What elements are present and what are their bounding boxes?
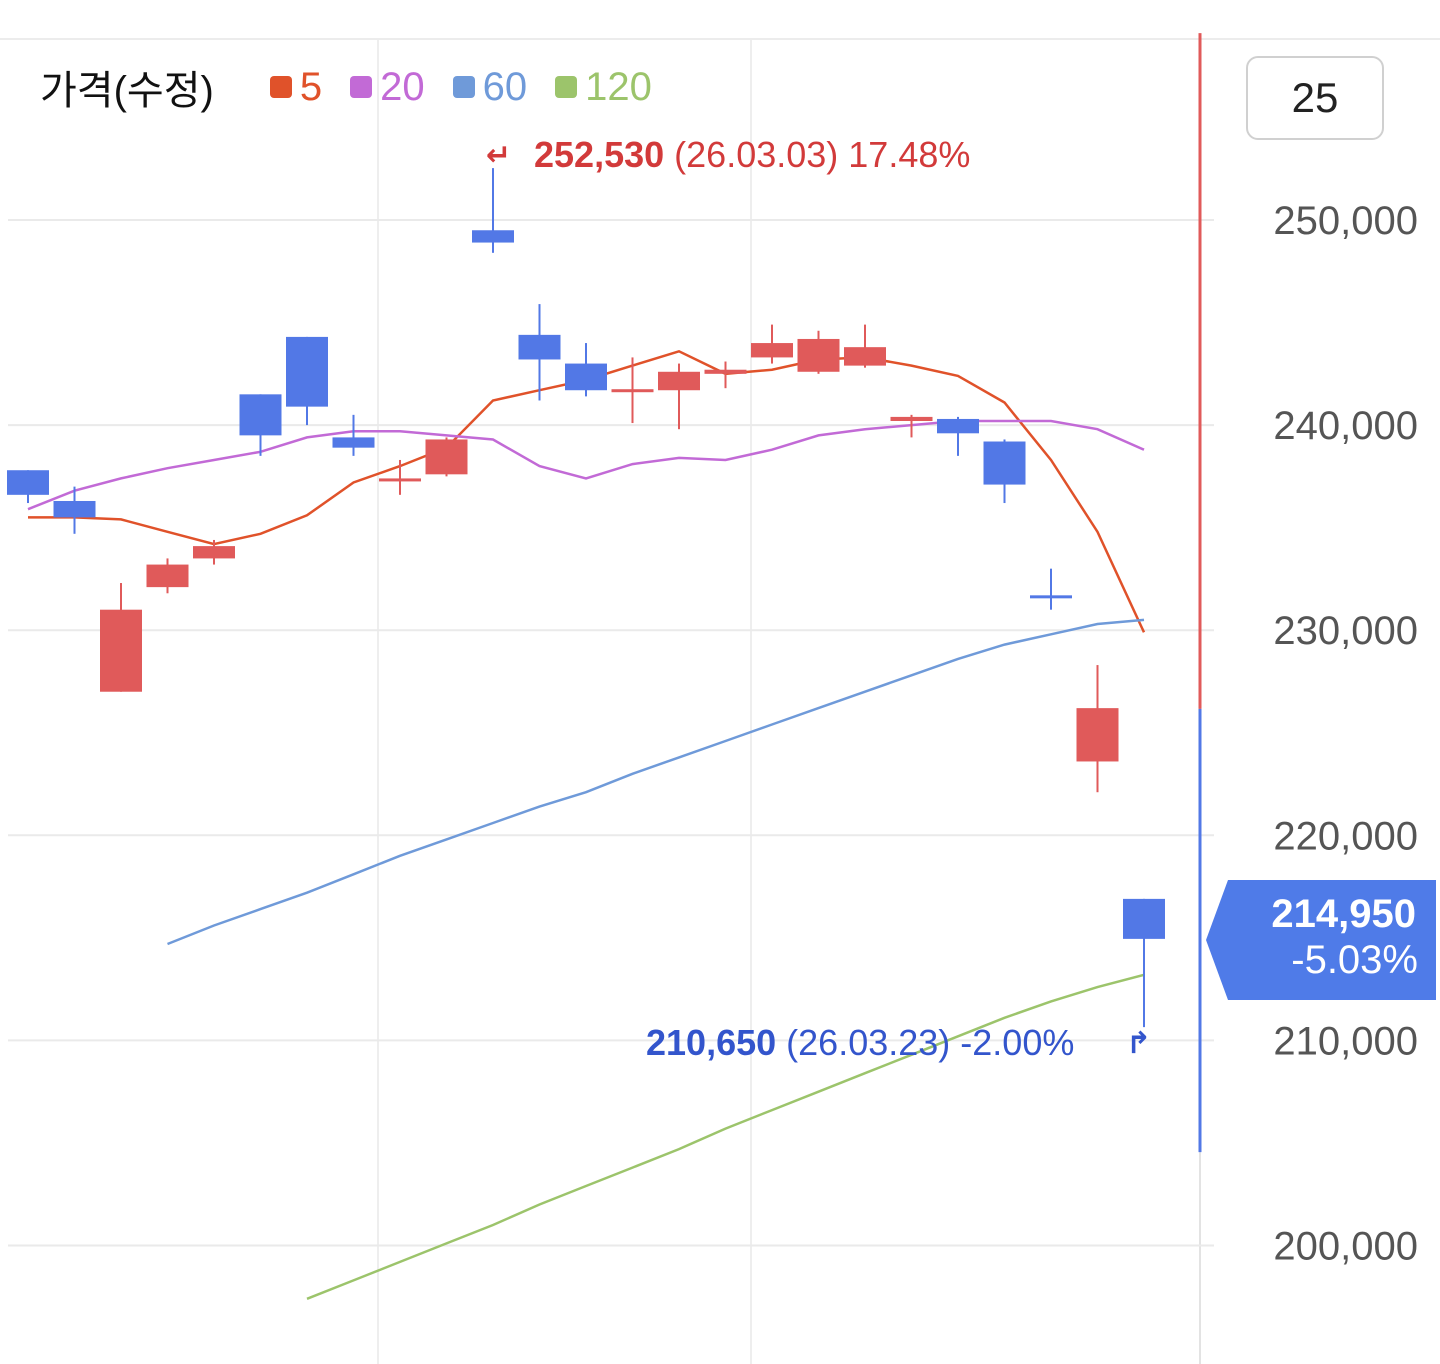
- legend-item-ma120[interactable]: 120: [555, 65, 652, 110]
- candle-body-18: [844, 347, 886, 366]
- legend-swatch-ma20: [350, 76, 373, 98]
- candle-body-14: [658, 371, 700, 391]
- candle-body-0: [7, 470, 49, 495]
- y-tick-label: 230,000: [1273, 609, 1418, 653]
- current-price-change: -5.03%: [1291, 938, 1418, 982]
- ma-line-60: [167, 618, 1145, 946]
- y-tick-label: 200,000: [1273, 1225, 1418, 1269]
- legend-swatch-ma120: [555, 76, 578, 98]
- y-tick-label: 250,000: [1273, 199, 1418, 243]
- legend-item-ma20[interactable]: 20: [350, 65, 425, 110]
- candle-body-11: [518, 334, 561, 360]
- period-selector-button[interactable]: 25: [1246, 56, 1384, 140]
- candle-body-16: [751, 343, 793, 358]
- chart-legend: 가격(수정) 5 20 60 120: [40, 62, 680, 114]
- legend-label-ma5: 5: [299, 64, 323, 109]
- candle-body-24: [1123, 898, 1165, 939]
- candle-body-1: [53, 500, 96, 518]
- candle-body-6: [286, 336, 328, 407]
- candle-body-3: [146, 564, 189, 588]
- candle-body-15: [704, 369, 747, 374]
- high-price-value: 252,530: [534, 134, 665, 175]
- legend-title: 가격(수정): [40, 69, 214, 113]
- candle-body-5: [239, 394, 282, 436]
- candle-body-9: [425, 439, 468, 475]
- candle-body-4: [193, 546, 235, 559]
- candle-body-12: [565, 363, 607, 391]
- high-price-date: (26.03.03): [674, 134, 839, 175]
- legend-label-ma120: 120: [585, 64, 652, 109]
- legend-swatch-ma5: [269, 76, 292, 98]
- candle-body-20: [937, 418, 979, 434]
- low-price-value: 210,650: [646, 1022, 777, 1063]
- candle-body-19: [890, 416, 933, 421]
- low-price-change: -2.00%: [960, 1022, 1075, 1063]
- low-arrow-icon: ↱: [1126, 1027, 1152, 1060]
- y-tick-label: 220,000: [1273, 814, 1418, 858]
- low-price-date: (26.03.23): [786, 1022, 951, 1063]
- current-price-value: 214,950: [1271, 892, 1416, 936]
- candle-body-17: [797, 338, 840, 372]
- legend-item-ma60[interactable]: 60: [452, 64, 528, 110]
- candle-body-13: [611, 389, 654, 393]
- high-price-change: 17.48%: [848, 134, 971, 175]
- candle-body-7: [332, 437, 375, 448]
- ma-line-20: [27, 419, 1145, 511]
- legend-swatch-ma60: [452, 76, 475, 98]
- low-price-annotation: 210,650 (26.03.23) -2.00%: [646, 1022, 1074, 1064]
- candle-body-2: [100, 609, 142, 692]
- ma-line-120: [306, 973, 1145, 1300]
- high-price-annotation: 252,530 (26.03.03) 17.48%: [534, 134, 970, 176]
- candle-body-10: [472, 230, 514, 243]
- candle-body-23: [1076, 708, 1119, 762]
- candle-body-8: [379, 478, 421, 482]
- high-arrow-icon: ↵: [486, 139, 512, 172]
- current-price-tag: 214,950 -5.03%: [1206, 880, 1436, 1000]
- top-divider: [0, 38, 1440, 40]
- candle-body-21: [983, 441, 1026, 485]
- legend-label-ma20: 20: [380, 64, 425, 109]
- legend-label-ma60: 60: [482, 64, 528, 109]
- y-tick-label: 210,000: [1273, 1019, 1418, 1063]
- candle-body-22: [1030, 595, 1072, 599]
- y-tick-label: 240,000: [1273, 404, 1418, 448]
- current-price-tag-shape: [1206, 880, 1436, 1000]
- legend-item-ma5[interactable]: 5: [269, 64, 323, 110]
